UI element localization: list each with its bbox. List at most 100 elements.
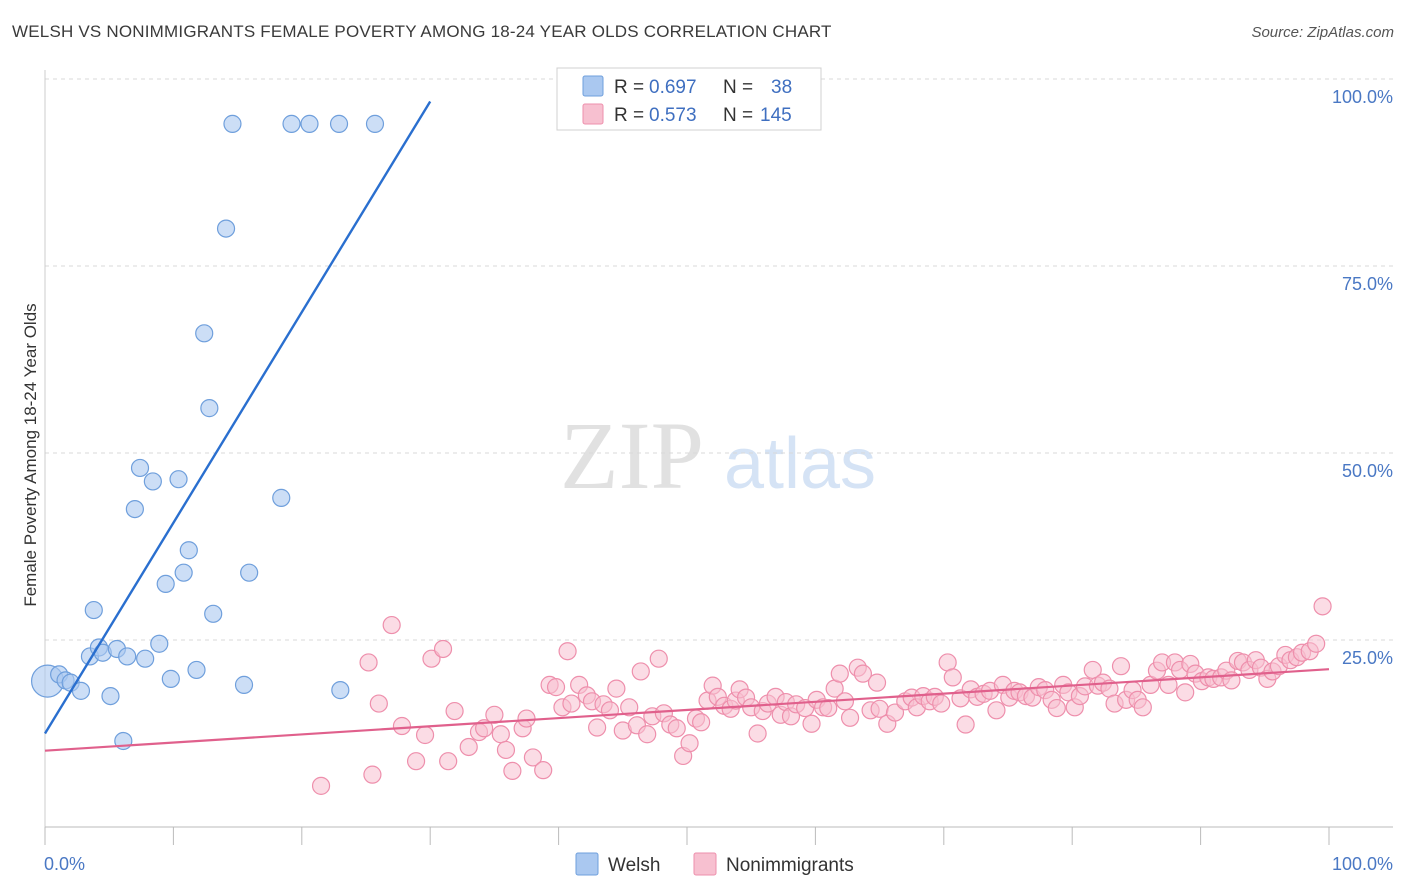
- nonimmigrants-point: [631, 662, 650, 681]
- grid-lines: [45, 78, 1393, 641]
- nonimmigrants-point: [517, 709, 536, 728]
- nonimmigrants-point: [840, 708, 860, 727]
- welsh-point: [187, 660, 206, 680]
- watermark-atlas: atlas: [724, 424, 876, 504]
- nonimmigrants-point: [1313, 597, 1332, 616]
- legend-nonimmigrants-r-label: R =: [614, 105, 644, 126]
- nonimmigrants-point: [546, 678, 566, 697]
- nonimmigrants-point: [802, 714, 821, 733]
- welsh-point: [118, 647, 137, 666]
- bottom-legend-swatch-welsh: [575, 852, 599, 876]
- nonimmigrants-point: [1133, 698, 1152, 717]
- welsh-point: [200, 399, 219, 418]
- nonimmigrants-point: [692, 713, 711, 732]
- nonimmigrants-point: [667, 719, 686, 738]
- legend-swatch-nonimmigrants: [582, 103, 604, 125]
- welsh-point: [300, 114, 319, 133]
- nonimmigrants-trend-line: [44, 668, 1330, 752]
- welsh-point: [143, 472, 162, 491]
- nonimmigrants-point: [607, 679, 626, 698]
- correlation-legend: R = 0.697 N = 38 R = 0.573 N = 145: [556, 67, 822, 131]
- nonimmigrants-point: [867, 673, 887, 692]
- y-axis-title: Female Poverty Among 18-24 Year Olds: [21, 303, 40, 606]
- nonimmigrants-point: [830, 664, 849, 683]
- welsh-point: [204, 604, 223, 623]
- nonimmigrants-point: [369, 694, 388, 713]
- welsh-point: [240, 563, 259, 582]
- nonimmigrants-point: [1176, 683, 1195, 702]
- nonimmigrants-point: [956, 715, 975, 734]
- nonimmigrants-point: [638, 725, 657, 744]
- welsh-point: [150, 634, 169, 653]
- nonimmigrants-point: [459, 737, 478, 757]
- welsh-point: [125, 500, 144, 519]
- nonimmigrants-point: [748, 724, 767, 743]
- welsh-point: [272, 488, 291, 507]
- legend-nonimmigrants-n-label: N =: [723, 105, 753, 126]
- welsh-trend-line: [43, 100, 432, 735]
- welsh-point: [195, 324, 214, 343]
- nonimmigrants-point: [491, 725, 510, 744]
- y-tick-label: 75.0%: [1342, 274, 1393, 294]
- nonimmigrants-point: [562, 694, 581, 713]
- welsh-point: [174, 563, 193, 582]
- welsh-point: [179, 541, 198, 560]
- nonimmigrants-point: [819, 698, 838, 718]
- nonimmigrants-point: [1111, 657, 1131, 676]
- nonimmigrants-point: [485, 705, 504, 724]
- y-tick-label: 50.0%: [1342, 461, 1393, 481]
- welsh-point: [136, 649, 155, 668]
- nonimmigrants-point: [534, 761, 553, 780]
- nonimmigrants-point: [382, 615, 401, 635]
- series-welsh: [30, 114, 385, 751]
- series-nonimmigrants: [311, 597, 1332, 795]
- legend-welsh-r-value: 0.697: [649, 77, 697, 98]
- nonimmigrants-point: [885, 703, 905, 722]
- bottom-legend-swatch-nonimmigrants: [693, 852, 717, 876]
- nonimmigrants-point: [1047, 698, 1066, 718]
- bottom-legend-label-nonimmigrants: Nonimmigrants: [726, 855, 854, 876]
- nonimmigrants-point: [558, 642, 577, 661]
- welsh-point: [84, 600, 103, 620]
- nonimmigrants-point: [523, 748, 543, 767]
- welsh-point: [156, 574, 175, 594]
- welsh-point: [130, 458, 150, 478]
- nonimmigrants-point: [503, 761, 522, 781]
- trend-lines: [43, 100, 1330, 752]
- nonimmigrants-point: [649, 649, 668, 668]
- nonimmigrants-point: [853, 664, 873, 683]
- nonimmigrants-point: [680, 734, 699, 753]
- welsh-point: [71, 681, 91, 700]
- legend-welsh-r-label: R =: [614, 77, 644, 98]
- welsh-point: [169, 470, 188, 489]
- nonimmigrants-point: [406, 752, 426, 771]
- nonimmigrants-point: [620, 698, 639, 717]
- series-legend: Welsh Nonimmigrants: [575, 852, 854, 876]
- y-tick-label: 100.0%: [1332, 87, 1393, 107]
- nonimmigrants-point: [1307, 634, 1326, 653]
- legend-welsh-n-label: N =: [723, 77, 753, 98]
- chart-title: WELSH VS NONIMMIGRANTS FEMALE POVERTY AM…: [12, 22, 832, 41]
- x-tick-label-max: 100.0%: [1332, 854, 1393, 874]
- nonimmigrants-point: [433, 639, 453, 659]
- nonimmigrants-point: [445, 701, 464, 721]
- welsh-point: [101, 686, 120, 706]
- nonimmigrants-point: [932, 694, 951, 713]
- welsh-point: [234, 675, 254, 694]
- nonimmigrants-point: [359, 653, 378, 672]
- nonimmigrants-point: [422, 649, 441, 668]
- nonimmigrants-point: [870, 699, 889, 718]
- bottom-legend-label-welsh: Welsh: [608, 855, 660, 876]
- nonimmigrants-point: [987, 701, 1006, 720]
- y-tick-label: 25.0%: [1342, 648, 1393, 668]
- welsh-point: [331, 681, 350, 700]
- legend-welsh-n-value: 38: [771, 77, 792, 98]
- nonimmigrants-point: [439, 752, 458, 771]
- welsh-point: [223, 114, 242, 133]
- x-tick-label-min: 0.0%: [44, 854, 85, 874]
- watermark-zip: ZIP: [560, 402, 704, 509]
- nonimmigrants-point: [392, 716, 412, 736]
- welsh-point: [329, 114, 349, 133]
- nonimmigrants-point: [496, 740, 516, 760]
